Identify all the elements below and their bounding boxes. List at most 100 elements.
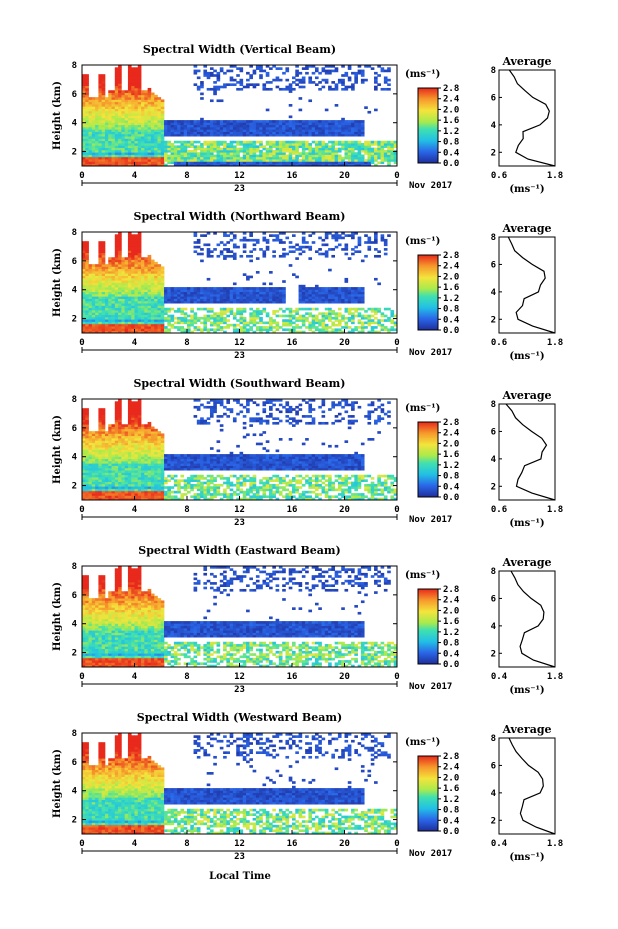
heatmap-cell (213, 140, 217, 144)
heatmap-cell (82, 124, 86, 128)
heatmap-cell (121, 497, 126, 501)
heatmap-cell (124, 467, 129, 471)
heatmap-cell (216, 126, 221, 130)
heatmap-cell (85, 440, 89, 443)
heatmap-cell (108, 433, 112, 437)
heatmap-cell (298, 298, 303, 302)
heatmap-cell (354, 291, 358, 295)
heatmap-cell (124, 291, 129, 295)
heatmap-cell (111, 328, 116, 332)
heatmap-cell (187, 143, 191, 146)
heatmap-cell (127, 261, 132, 265)
heatmap-cell (137, 243, 142, 247)
heatmap-cell (295, 149, 299, 153)
heatmap-cell (341, 140, 345, 144)
heatmap-cell (209, 289, 214, 293)
heatmap-cell (213, 149, 217, 153)
heatmap-cell (269, 319, 273, 322)
heatmap-cell (390, 319, 395, 322)
heatmap-cell (246, 131, 250, 135)
heatmap-cell (98, 250, 103, 254)
heatmap-cell (91, 481, 96, 485)
heatmap-cell (121, 138, 126, 142)
heatmap-cell (118, 273, 122, 276)
heatmap-cell (226, 289, 231, 293)
heatmap-cell (141, 143, 145, 146)
heatmap-cell (272, 238, 276, 242)
heatmap-cell (347, 310, 352, 313)
heatmap-cell (137, 259, 142, 263)
heatmap-cell (144, 145, 148, 148)
heatmap-cell (98, 136, 103, 139)
heatmap-cell (255, 161, 260, 165)
heatmap-cell (275, 328, 280, 332)
heatmap-cell (285, 149, 290, 153)
heatmap-cell (154, 287, 158, 290)
heatmap-cell (95, 133, 99, 137)
heatmap-cell (164, 120, 168, 123)
heatmap-cell (292, 321, 296, 325)
heatmap-cell (150, 259, 155, 263)
heatmap-cell (147, 316, 152, 320)
heatmap-cell (282, 87, 286, 91)
heatmap-cell (249, 254, 253, 258)
heatmap-cell (167, 159, 171, 162)
heatmap-cell (370, 143, 375, 146)
heatmap-cell (275, 126, 280, 130)
heatmap-cell (111, 99, 116, 103)
heatmap-cell (308, 147, 313, 151)
heatmap-cell (367, 248, 372, 251)
heatmap-cell (150, 99, 155, 103)
heatmap-cell (236, 67, 240, 70)
heatmap-cell (387, 319, 391, 322)
heatmap-cell (82, 74, 86, 77)
heatmap-cell (337, 143, 342, 146)
colorbar-tick-label: 1.2 (443, 294, 459, 304)
heatmap-cell (324, 234, 329, 237)
heatmap-cell (351, 291, 355, 295)
heatmap-cell (111, 316, 116, 320)
heatmap-cell (249, 328, 253, 332)
heatmap-cell (157, 268, 162, 272)
heatmap-cell (216, 326, 221, 329)
heatmap-cell (187, 323, 191, 327)
heatmap-cell (334, 67, 339, 70)
heatmap-cell (226, 326, 231, 329)
heatmap-cell (124, 90, 129, 93)
heatmap-cell (209, 145, 214, 148)
heatmap-cell (288, 131, 293, 135)
heatmap-cell (196, 129, 201, 132)
heatmap-cell (223, 243, 227, 247)
heatmap-cell (114, 271, 119, 274)
heatmap-cell (118, 442, 122, 446)
heatmap-cell (95, 97, 99, 100)
heatmap-cell (259, 293, 263, 297)
heatmap-cell (337, 314, 342, 318)
heatmap-cell (134, 264, 139, 267)
heatmap-cell (114, 467, 119, 471)
heatmap-cell (223, 126, 227, 130)
heatmap-cell (360, 154, 365, 158)
heatmap-cell (88, 149, 93, 153)
heatmap-cell (239, 161, 244, 165)
heatmap-cell (131, 152, 135, 155)
heatmap-cell (150, 321, 155, 325)
heatmap-cell (157, 120, 162, 123)
heatmap-cell (305, 143, 309, 146)
heatmap-cell (216, 289, 221, 293)
heatmap-cell (131, 124, 135, 128)
heatmap-cell (232, 326, 237, 329)
heatmap-cell (292, 326, 296, 329)
heatmap-cell (124, 161, 129, 165)
heatmap-cell (311, 307, 316, 311)
heatmap-cell (311, 287, 316, 290)
heatmap-cell (137, 252, 142, 256)
heatmap-cell (272, 143, 276, 146)
heatmap-cell (380, 236, 385, 240)
heatmap-cell (301, 149, 306, 153)
heatmap-cell (324, 129, 329, 132)
heatmap-cell (351, 314, 355, 318)
heatmap-cell (98, 277, 103, 281)
heatmap-cell (82, 319, 86, 322)
heatmap-cell (101, 497, 106, 501)
